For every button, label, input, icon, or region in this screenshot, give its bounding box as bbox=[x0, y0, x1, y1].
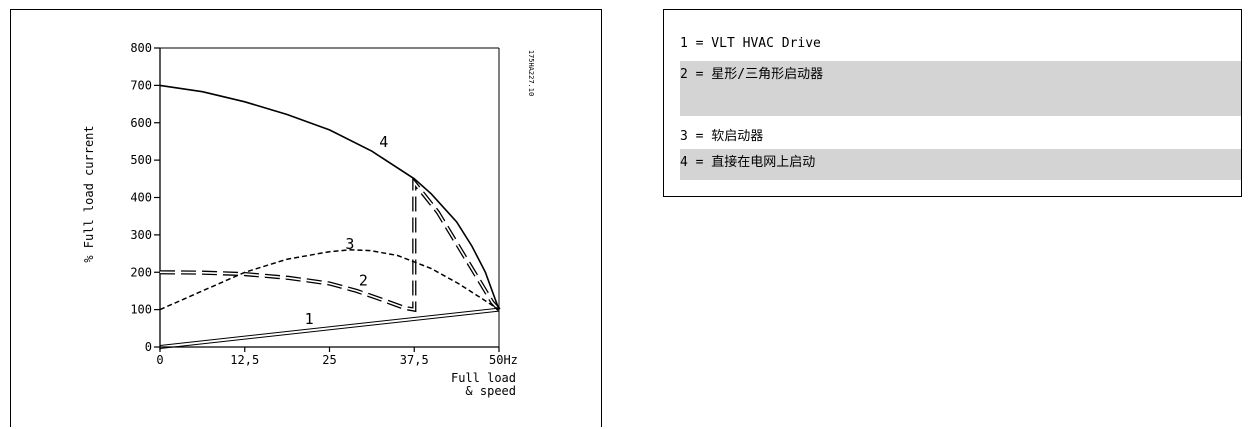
x-tick-label: 37,5 bbox=[400, 353, 429, 367]
y-tick-label: 0 bbox=[145, 340, 152, 354]
y-tick-label: 200 bbox=[130, 265, 152, 279]
series-1-line bbox=[159, 307, 500, 349]
y-tick-label: 400 bbox=[130, 191, 152, 205]
legend-row-1: 1 = VLT HVAC Drive bbox=[680, 30, 1241, 52]
figure-id: 175HA227.10 bbox=[527, 50, 535, 96]
series-2-line bbox=[159, 176, 501, 313]
y-tick-label: 700 bbox=[130, 78, 152, 92]
series-1-label: 1 bbox=[305, 310, 314, 328]
series-3-line bbox=[159, 249, 500, 311]
legend-row-3: 3 = 软启动器 bbox=[680, 123, 1241, 147]
x-tick-label: 25 bbox=[322, 353, 336, 367]
y-tick-label: 500 bbox=[130, 153, 152, 167]
legend-label-4: 4 = 直接在电网上启动 bbox=[680, 155, 816, 170]
legend-label-3: 3 = 软启动器 bbox=[680, 129, 764, 144]
x-tick-label: 12,5 bbox=[230, 353, 259, 367]
legend-row-2: 2 = 星形/三角形启动器 bbox=[680, 61, 1241, 116]
series-2-label: 2 bbox=[359, 271, 368, 289]
series-4-line bbox=[159, 84, 500, 310]
x-tick-label: 50Hz bbox=[489, 353, 518, 367]
x-axis-label-line1: Full load bbox=[451, 371, 516, 385]
y-tick-label: 600 bbox=[130, 116, 152, 130]
series-3-label: 3 bbox=[345, 235, 354, 253]
legend-label-2: 2 = 星形/三角形启动器 bbox=[680, 67, 824, 82]
chart-panel: 0 100 200 300 400 500 600 700 800 0 12,5 25 37,5 50Hz… bbox=[10, 9, 602, 427]
series-4-label: 4 bbox=[379, 133, 388, 151]
legend-row-4: 4 = 直接在电网上启动 bbox=[680, 149, 1241, 180]
start-current-chart: 0 100 200 300 400 500 600 700 800 0 12,5 25 37,5 50Hz… bbox=[82, 41, 535, 398]
legend-label-1: 1 = VLT HVAC Drive bbox=[680, 36, 821, 51]
y-tick-label: 100 bbox=[130, 303, 152, 317]
y-tick-label: 300 bbox=[130, 228, 152, 242]
y-tick-label: 800 bbox=[130, 41, 152, 55]
x-axis-label-line2: & speed bbox=[465, 384, 516, 398]
y-axis-label: % Full load current bbox=[82, 125, 96, 262]
x-tick-label: 0 bbox=[156, 353, 163, 367]
legend-table: 1 = VLT HVAC Drive 2 = 星形/三角形启动器 3 = 软启动… bbox=[663, 9, 1242, 197]
